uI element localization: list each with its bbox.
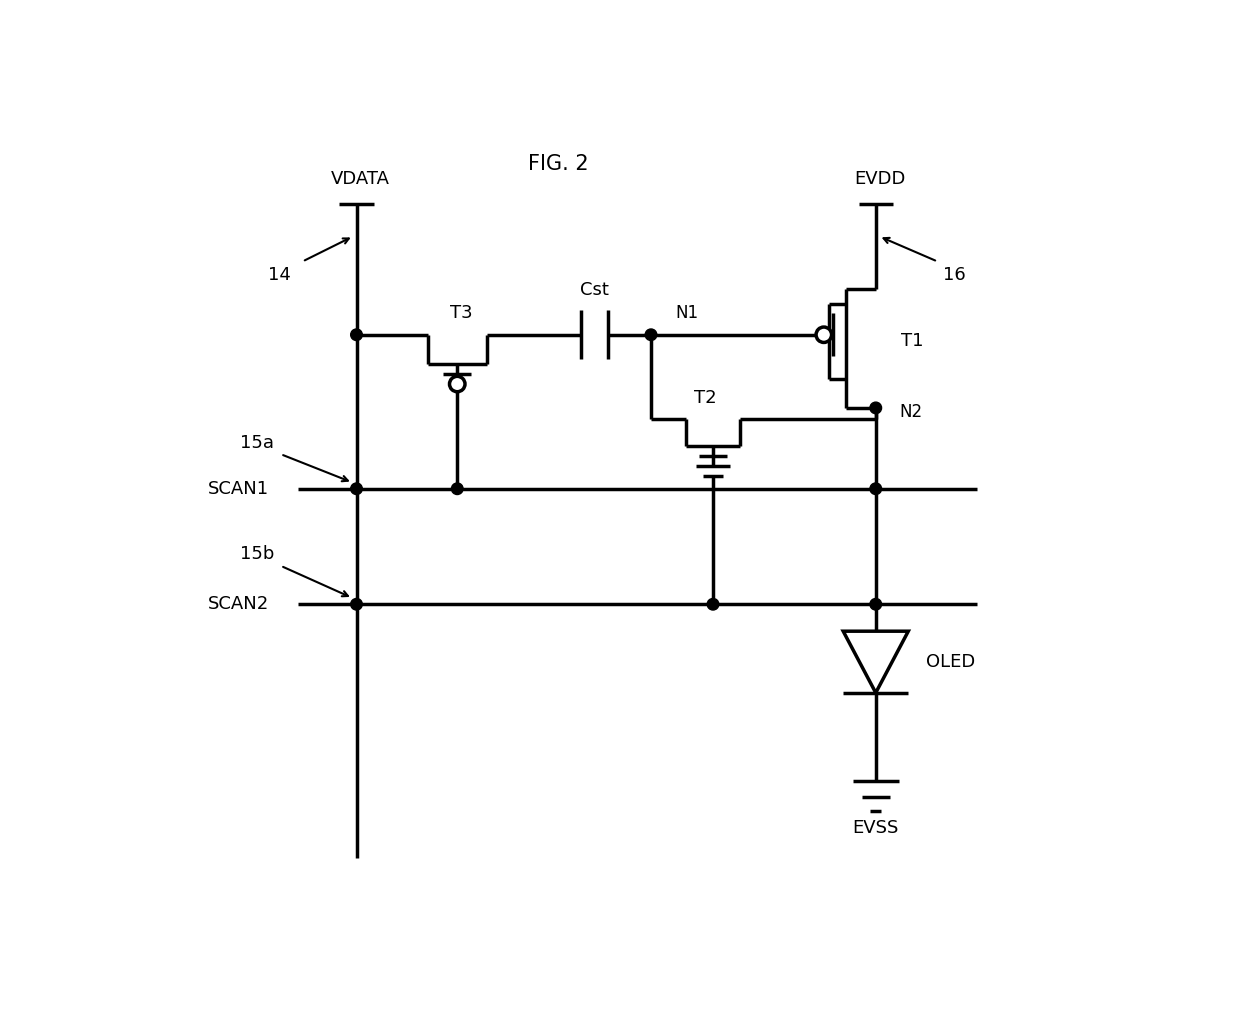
Circle shape [870,599,882,610]
Text: T3: T3 [450,304,472,322]
Circle shape [870,402,882,414]
Text: SCAN1: SCAN1 [208,480,269,498]
Circle shape [351,599,362,610]
Text: T1: T1 [900,331,923,350]
Circle shape [816,327,832,342]
Text: N2: N2 [899,403,923,420]
Text: OLED: OLED [926,653,976,671]
Circle shape [707,599,719,610]
Text: N1: N1 [676,304,699,322]
Circle shape [645,329,657,340]
Circle shape [351,483,362,494]
Circle shape [449,376,465,392]
Circle shape [451,483,463,494]
Text: FIG. 2: FIG. 2 [528,154,588,174]
Text: Cst: Cst [580,281,609,299]
Text: EVSS: EVSS [853,819,899,836]
Text: 16: 16 [944,265,966,284]
Text: 15b: 15b [241,545,274,563]
Text: T2: T2 [694,388,717,407]
Text: 15a: 15a [241,434,274,452]
Text: EVDD: EVDD [854,170,905,189]
Text: VDATA: VDATA [331,170,389,189]
Text: SCAN2: SCAN2 [207,596,269,613]
Text: 14: 14 [268,265,290,284]
Circle shape [870,483,882,494]
Circle shape [351,329,362,340]
